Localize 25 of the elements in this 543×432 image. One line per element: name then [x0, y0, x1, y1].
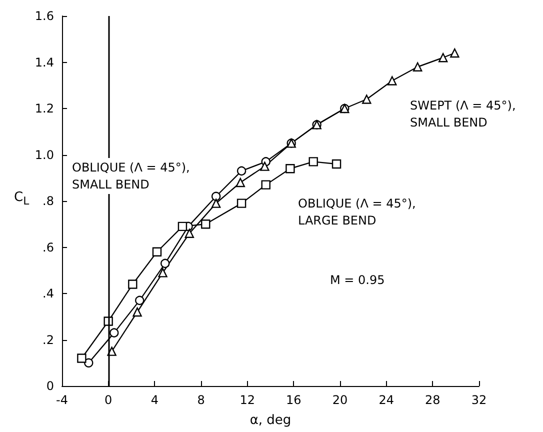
y-tick-label: 1.4 — [34, 55, 54, 70]
x-tick-label: 28 — [425, 393, 440, 407]
series-label: OBLIQUE (Λ = 45°), SMALL BEND — [72, 160, 190, 192]
x-tick-label: 12 — [240, 393, 255, 407]
x-axis-title: α, deg — [250, 413, 292, 428]
x-tick-label: 4 — [150, 393, 158, 407]
y-tick-label: .2 — [42, 332, 54, 347]
y-tick-label: .6 — [42, 240, 54, 254]
x-tick-label: 8 — [197, 393, 205, 407]
y-tick-label: 1.6 — [34, 9, 54, 23]
y-tick-label: 0 — [46, 379, 54, 393]
series-label: SWEPT (Λ = 45°), SMALL BEND — [410, 98, 516, 130]
x-tick-label: 20 — [332, 393, 348, 407]
y-tick-label: .4 — [42, 286, 54, 300]
x-tick-label: 32 — [471, 393, 487, 407]
x-tick-label: 16 — [286, 393, 302, 407]
text: OBLIQUE (Λ = 45°), LARGE BEND — [298, 196, 416, 228]
x-tick-label: 24 — [378, 393, 394, 407]
annotation: M = 0.95 — [330, 273, 385, 287]
y-tick-label: .8 — [42, 194, 54, 208]
x-tick-label: -4 — [56, 393, 68, 407]
y-axis-title: C$_{L}$ — [14, 190, 30, 208]
y-tick-label: 1.0 — [34, 148, 54, 162]
x-tick-label: 0 — [104, 393, 112, 407]
y-tick-label: 1.2 — [34, 102, 54, 116]
